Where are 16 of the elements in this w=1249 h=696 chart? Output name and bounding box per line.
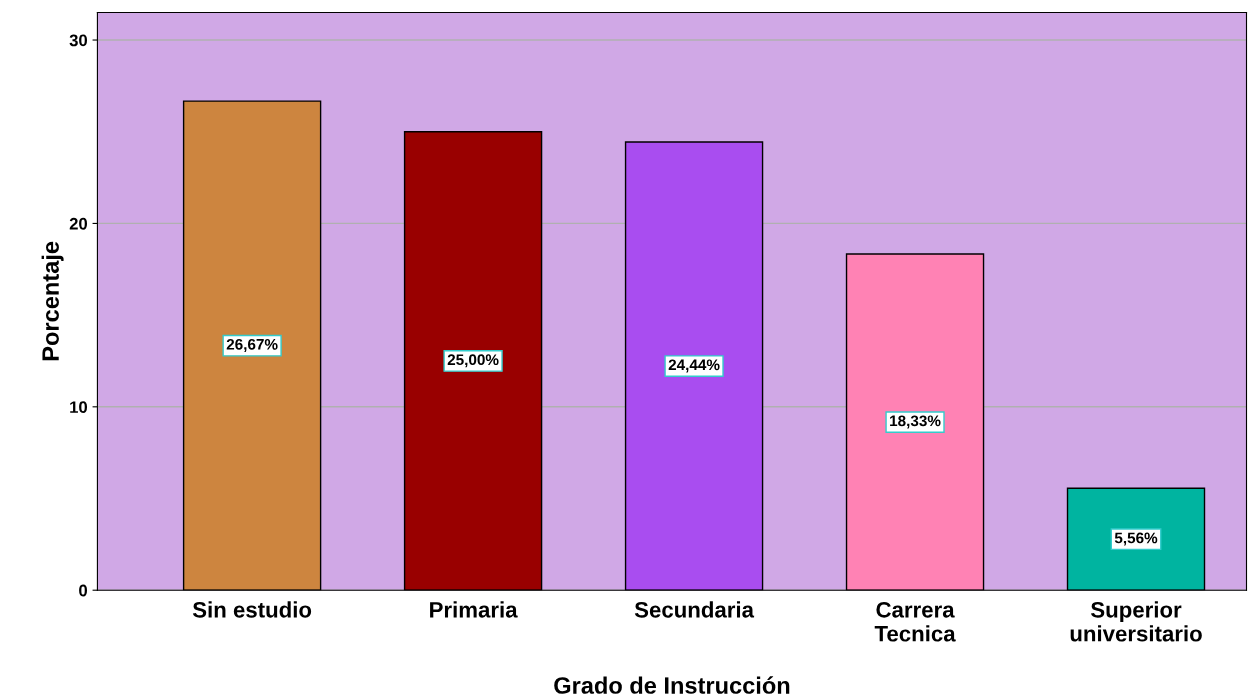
x-tick-label: Superior universitario bbox=[1070, 601, 1202, 642]
x-tick-label: Secundaria bbox=[634, 601, 755, 618]
y-tick-label: 30 bbox=[69, 34, 88, 47]
y-tick-label: 10 bbox=[70, 401, 88, 414]
y-tick-label: 0 bbox=[79, 584, 88, 597]
data-label: 18,33% bbox=[890, 415, 941, 429]
y-tick-label: 20 bbox=[69, 217, 88, 230]
y-axis-title: Porcentaje bbox=[41, 241, 64, 361]
x-axis-title: Grado de Instrucción bbox=[554, 676, 790, 694]
x-tick-label: Carrera Tecnica bbox=[874, 601, 956, 642]
data-label: 5,56% bbox=[1114, 532, 1158, 546]
x-tick-label: Primaria bbox=[430, 601, 518, 618]
data-label: 25,00% bbox=[447, 354, 499, 368]
x-tick-label: Sin estudio bbox=[192, 601, 312, 618]
data-label: 26,67% bbox=[226, 338, 278, 352]
data-label: 24,44% bbox=[668, 359, 720, 373]
